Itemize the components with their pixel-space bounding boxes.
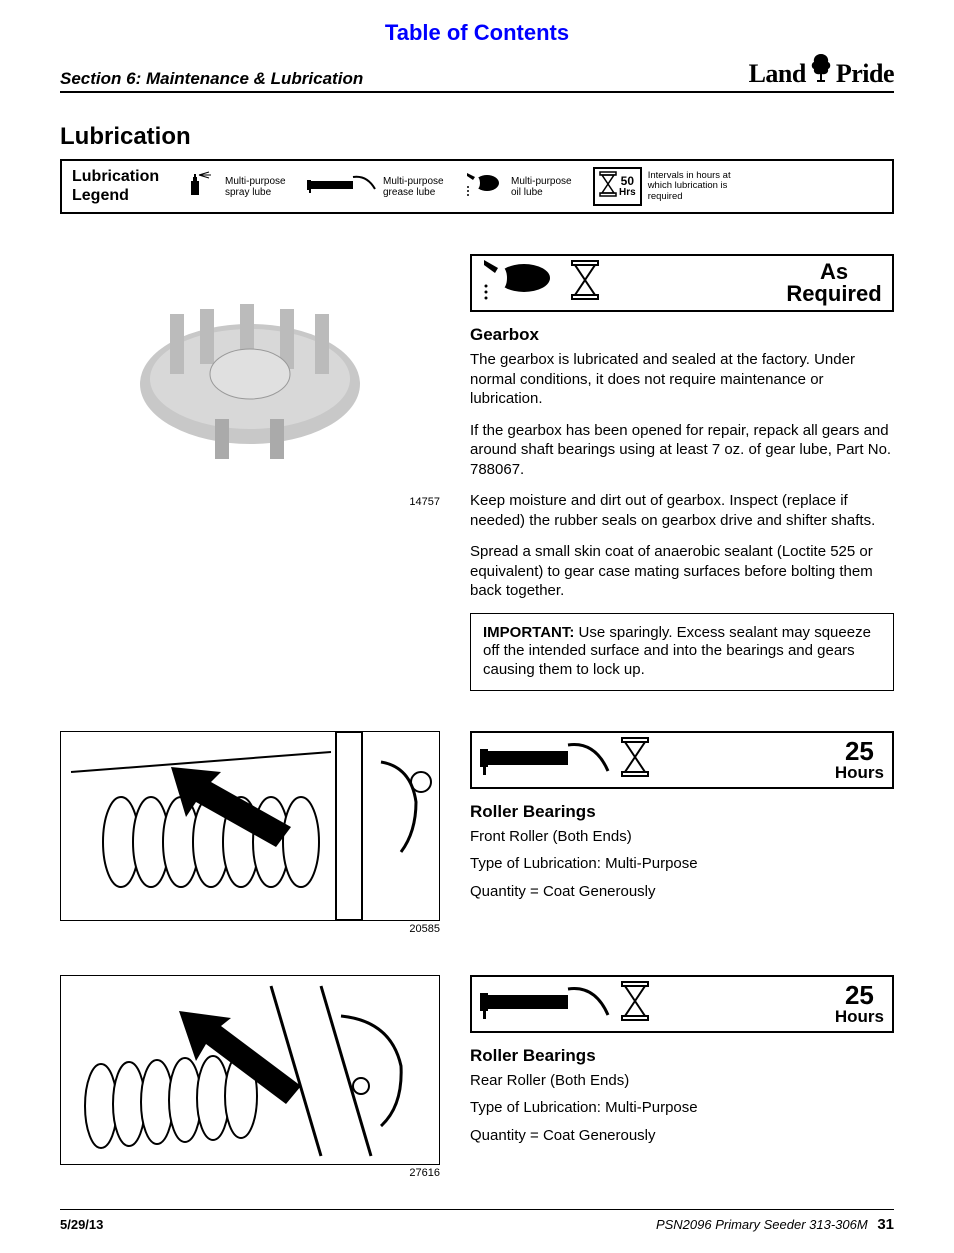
oil-can-icon (465, 171, 505, 202)
gearbox-p3: Keep moisture and dirt out of gearbox. I… (470, 491, 894, 530)
roller-front-banner-text: 25 Hours (835, 738, 884, 781)
roller-rear-image-number: 27616 (60, 1167, 440, 1179)
roller-front-row: 20585 (60, 731, 894, 935)
roller-front-line1: Front Roller (Both Ends) (470, 827, 894, 847)
roller-rear-heading: Roller Bearings (470, 1045, 894, 1067)
roller-rear-line2: Type of Lubrication: Multi-Purpose (470, 1098, 894, 1118)
gearbox-row: 14757 (60, 254, 894, 691)
legend-spray: Multi-purpose spray lube (189, 171, 295, 202)
footer-date: 5/29/13 (60, 1217, 103, 1232)
page-heading: Lubrication (60, 123, 894, 151)
toc-link[interactable]: Table of Contents (60, 20, 894, 46)
spray-can-icon (189, 171, 219, 202)
interval-num: 50 (619, 175, 636, 187)
important-label: IMPORTANT: (483, 624, 574, 641)
legend-spray-label: Multi-purpose spray lube (225, 176, 295, 198)
page-footer: 5/29/13 PSN2096 Primary Seeder 313-306M … (60, 1209, 894, 1233)
brand-right: Pride (836, 59, 894, 89)
grease-gun-icon (480, 981, 610, 1027)
hourglass-icon (570, 259, 600, 307)
grease-gun-icon (480, 737, 610, 783)
gearbox-image-number: 14757 (60, 496, 440, 508)
interval-box: 50 Hrs (593, 167, 642, 206)
legend-title: Lubrication Legend (72, 168, 177, 205)
roller-front-line2: Type of Lubrication: Multi-Purpose (470, 854, 894, 874)
roller-rear-banner-text: 25 Hours (835, 982, 884, 1025)
tree-icon (810, 52, 832, 89)
roller-rear-line1: Rear Roller (Both Ends) (470, 1071, 894, 1091)
footer-doc: PSN2096 Primary Seeder 313-306M (656, 1217, 868, 1232)
legend-grease: Multi-purpose grease lube (307, 173, 453, 200)
roller-front-heading: Roller Bearings (470, 801, 894, 823)
grease-gun-icon (307, 173, 377, 200)
gearbox-interval-banner: AsRequired (470, 254, 894, 312)
legend-oil: Multi-purpose oil lube (465, 171, 581, 202)
legend-interval: 50 Hrs Intervals in hours at which lubri… (593, 167, 748, 206)
gearbox-p2: If the gearbox has been opened for repai… (470, 421, 894, 480)
roller-rear-image (60, 975, 440, 1165)
legend-interval-text: Intervals in hours at which lubrication … (648, 171, 748, 202)
section-title: Section 6: Maintenance & Lubrication (60, 69, 363, 89)
footer-page: 31 (877, 1216, 894, 1233)
roller-front-line3: Quantity = Coat Generously (470, 882, 894, 902)
roller-front-image-number: 20585 (60, 923, 440, 935)
legend-grease-label: Multi-purpose grease lube (383, 176, 453, 198)
brand-logo: Land Pride (749, 52, 894, 89)
hourglass-icon (620, 736, 650, 784)
hourglass-icon (599, 171, 617, 202)
lubrication-legend: Lubrication Legend Multi-purpose spray l… (60, 159, 894, 214)
gearbox-banner-label: AsRequired (784, 261, 884, 305)
section-header: Section 6: Maintenance & Lubrication Lan… (60, 52, 894, 93)
roller-rear-interval-banner: 25 Hours (470, 975, 894, 1033)
roller-rear-row: 27616 (60, 975, 894, 1179)
legend-oil-label: Multi-purpose oil lube (511, 176, 581, 198)
oil-can-icon (480, 258, 560, 308)
interval-unit: Hrs (619, 187, 636, 198)
important-note: IMPORTANT: Use sparingly. Excess sealant… (470, 613, 894, 691)
gearbox-p1: The gearbox is lubricated and sealed at … (470, 350, 894, 409)
gearbox-p4: Spread a small skin coat of anaerobic se… (470, 542, 894, 601)
gearbox-heading: Gearbox (470, 324, 894, 346)
brand-left: Land (749, 59, 806, 89)
hourglass-icon (620, 980, 650, 1028)
roller-rear-line3: Quantity = Coat Generously (470, 1126, 894, 1146)
gearbox-image (60, 254, 440, 494)
roller-front-interval-banner: 25 Hours (470, 731, 894, 789)
roller-front-image (60, 731, 440, 921)
